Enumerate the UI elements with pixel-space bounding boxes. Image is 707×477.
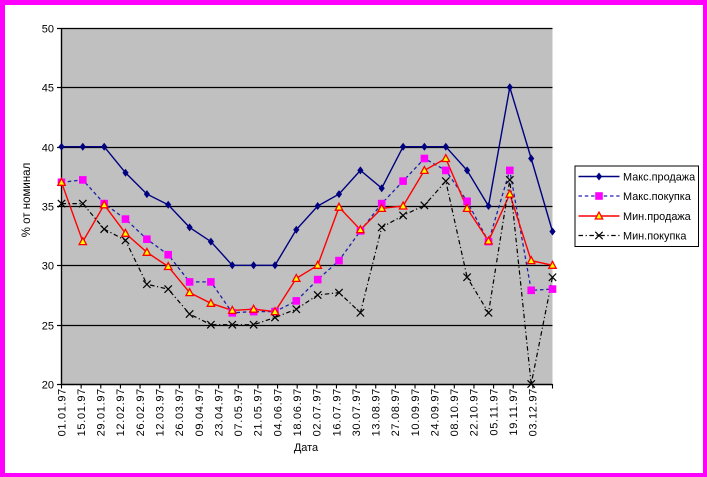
svg-text:40: 40 (42, 142, 54, 154)
svg-text:23.04.97: 23.04.97 (213, 388, 225, 436)
svg-text:Мин.продажа: Мин.продажа (623, 211, 692, 223)
svg-text:27.08.97: 27.08.97 (390, 388, 402, 436)
svg-text:15.01.97: 15.01.97 (76, 388, 88, 436)
svg-text:16.07.97: 16.07.97 (331, 388, 343, 436)
svg-text:02.07.97: 02.07.97 (312, 388, 324, 436)
svg-text:12.03.97: 12.03.97 (155, 388, 167, 436)
svg-text:30.07.97: 30.07.97 (351, 388, 363, 436)
svg-text:24.09.97: 24.09.97 (429, 388, 441, 436)
svg-text:% от номинал: % от номинал (21, 163, 33, 238)
svg-text:19.11.97: 19.11.97 (508, 388, 520, 436)
svg-text:10.09.97: 10.09.97 (410, 388, 422, 436)
svg-text:30: 30 (42, 260, 54, 272)
svg-text:35: 35 (42, 201, 54, 213)
svg-text:Мин.покупка: Мин.покупка (623, 230, 687, 242)
svg-text:29.01.97: 29.01.97 (96, 388, 108, 436)
svg-text:Дата: Дата (294, 442, 319, 454)
svg-text:22.10.97: 22.10.97 (469, 388, 481, 436)
svg-text:18.06.97: 18.06.97 (292, 388, 304, 436)
svg-text:09.04.97: 09.04.97 (194, 388, 206, 436)
svg-text:Макс.покупка: Макс.покупка (623, 191, 692, 203)
svg-text:45: 45 (42, 82, 54, 94)
svg-text:50: 50 (42, 23, 54, 35)
svg-text:08.10.97: 08.10.97 (449, 388, 461, 436)
svg-text:26.02.97: 26.02.97 (135, 388, 147, 436)
svg-text:12.02.97: 12.02.97 (115, 388, 127, 436)
svg-text:21.05.97: 21.05.97 (253, 388, 265, 436)
svg-text:13.08.97: 13.08.97 (371, 388, 383, 436)
svg-text:25: 25 (42, 320, 54, 332)
svg-text:03.12.97: 03.12.97 (528, 388, 540, 436)
svg-text:26.03.97: 26.03.97 (174, 388, 186, 436)
svg-text:04.06.97: 04.06.97 (272, 388, 284, 436)
svg-text:07.05.97: 07.05.97 (233, 388, 245, 436)
svg-text:05.11.97: 05.11.97 (488, 388, 500, 436)
svg-text:01.01.97: 01.01.97 (56, 388, 68, 436)
svg-text:20: 20 (42, 379, 54, 391)
svg-text:Макс.продажа: Макс.продажа (623, 171, 696, 183)
